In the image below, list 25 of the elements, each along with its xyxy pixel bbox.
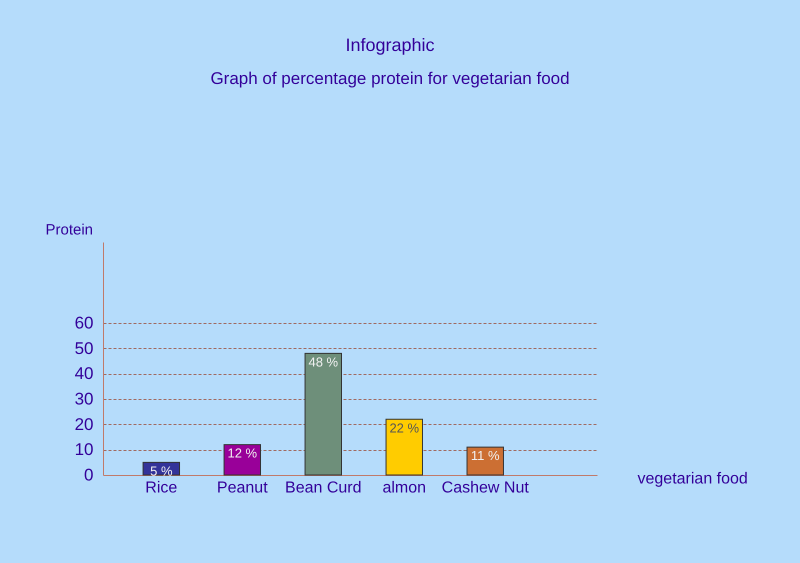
x-tick-label: Cashew Nut <box>442 480 530 496</box>
bar <box>466 446 504 476</box>
bar <box>386 418 423 476</box>
data-label: 11 % <box>470 448 500 464</box>
y-tick-label: 50 <box>74 338 94 358</box>
x-tick-label: Rice <box>145 480 178 496</box>
y-tick-label: 30 <box>74 390 94 409</box>
chart-title: Infographic <box>345 35 435 55</box>
data-label: 5 % <box>150 463 173 478</box>
data-label: 12 % <box>227 446 258 461</box>
x-axis-title: vegetarian food <box>638 470 748 488</box>
y-tick-label: 10 <box>74 440 94 460</box>
x-tick-label: almon <box>382 480 426 496</box>
y-tick-label: 40 <box>74 364 94 384</box>
chart-subtitle: Graph of percentage protein for vegetarian food <box>210 69 570 88</box>
bar <box>304 352 342 476</box>
x-tick-label: Peanut <box>216 480 268 496</box>
bar <box>224 444 262 476</box>
y-tick-label: 0 <box>84 466 94 484</box>
data-label: 48 % <box>308 354 339 370</box>
x-tick-label: Bean Curd <box>285 480 362 496</box>
y-axis-title: Protein <box>46 222 94 238</box>
y-tick-label: 60 <box>74 314 94 333</box>
y-tick-label: 20 <box>74 414 94 434</box>
data-label: 22 % <box>389 420 420 436</box>
